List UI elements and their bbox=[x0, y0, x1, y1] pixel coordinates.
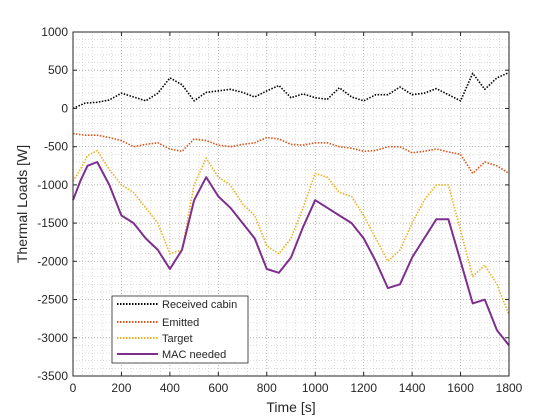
y-tick-label: 500 bbox=[48, 63, 68, 77]
legend-label-target: Target bbox=[162, 333, 193, 345]
y-tick-label: -3000 bbox=[37, 331, 68, 345]
axes-box bbox=[72, 31, 510, 377]
series-line-target bbox=[72, 149, 510, 316]
x-tick-label: 600 bbox=[208, 381, 228, 395]
y-tick-label: -3500 bbox=[37, 369, 68, 383]
series-layer bbox=[72, 71, 510, 347]
legend-label-received-cabin: Received cabin bbox=[162, 299, 237, 311]
series-line-received-cabin bbox=[72, 71, 510, 110]
x-tick-label: 1400 bbox=[399, 381, 426, 395]
series-line-mac-needed bbox=[72, 161, 510, 347]
legend-box bbox=[111, 295, 249, 364]
x-axis-label: Time [s] bbox=[266, 399, 315, 415]
y-tick-label: -1000 bbox=[37, 178, 68, 192]
x-tick-label: 1800 bbox=[496, 381, 523, 395]
x-tick-label: 0 bbox=[70, 381, 77, 395]
y-tick-label: -2000 bbox=[37, 254, 68, 268]
legend: Received cabin Emitted Target MAC needed bbox=[111, 295, 249, 364]
x-axis-ticks: 0 200 400 600 800 1000 1200 1400 1600 1800 bbox=[70, 32, 523, 395]
y-tick-label: -1500 bbox=[37, 216, 68, 230]
x-tick-label: 400 bbox=[160, 381, 180, 395]
x-tick-label: 800 bbox=[257, 381, 277, 395]
y-tick-label: -500 bbox=[44, 140, 68, 154]
x-tick-label: 1200 bbox=[350, 381, 377, 395]
x-tick-label: 200 bbox=[111, 381, 131, 395]
y-tick-label: -2500 bbox=[37, 293, 68, 307]
y-tick-label: 1000 bbox=[41, 25, 68, 39]
y-axis-ticks: -3500 -3000 -2500 -2000 -1500 -1000 -500 0 500 10… bbox=[37, 25, 509, 383]
y-tick-label: 0 bbox=[61, 101, 68, 115]
y-axis-label: Thermal Loads [W] bbox=[14, 145, 30, 263]
minor-grid bbox=[73, 32, 509, 376]
x-tick-label: 1000 bbox=[302, 381, 329, 395]
legend-label-emitted: Emitted bbox=[162, 317, 199, 329]
legend-label-mac-needed: MAC needed bbox=[162, 349, 226, 361]
x-tick-label: 1600 bbox=[447, 381, 474, 395]
series-line-emitted bbox=[72, 132, 510, 175]
